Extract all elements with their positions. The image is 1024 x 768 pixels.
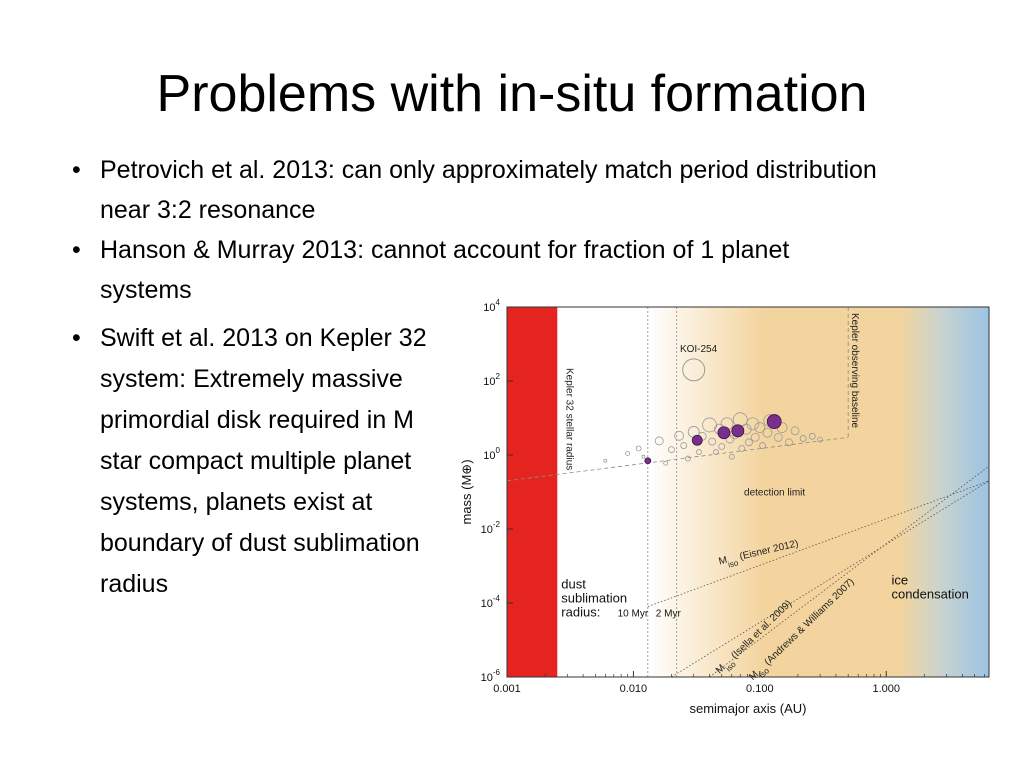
planet-point xyxy=(799,435,807,442)
miso-line-1 xyxy=(647,480,989,607)
bullet-dot: • xyxy=(72,236,81,264)
eisner-sub: iso xyxy=(727,558,740,569)
x-tick-label: 0.010 xyxy=(620,683,648,695)
kepler-32-planet-1 xyxy=(644,457,652,465)
bullet-dot: • xyxy=(72,324,81,352)
x-axis-label: semimajor axis (AU) xyxy=(689,701,806,716)
plot-frame xyxy=(506,306,990,678)
y-tick-label: 102 xyxy=(483,372,500,388)
x-tick-label: 1.000 xyxy=(872,683,900,695)
stellar-radius-label: Kepler 32 stellar radius xyxy=(563,368,574,470)
guide-lines xyxy=(507,307,989,677)
y-tick-label: 10-4 xyxy=(481,594,501,610)
x-tick-label: 0.001 xyxy=(493,683,521,695)
planet-point xyxy=(808,432,816,440)
koi-254-point xyxy=(682,358,706,382)
ice-label-line2: condensation xyxy=(891,586,968,601)
dust-label-line3: radius: xyxy=(561,604,600,619)
planet-point xyxy=(713,449,719,455)
detection-limit-label: detection limit xyxy=(744,488,805,499)
planet-point xyxy=(759,442,766,449)
stellar-radius-band xyxy=(507,307,558,677)
eisner-m: M xyxy=(718,555,729,568)
bullet-text: Hanson & Murray 2013: cannot account for… xyxy=(100,236,790,304)
y-tick-label: 100 xyxy=(483,446,500,462)
dust-label-line1: dust xyxy=(561,576,586,591)
planet-points xyxy=(603,358,824,466)
koi-254-label: KOI-254 xyxy=(680,344,718,355)
bullet-hanson-murray: • Hanson & Murray 2013: cannot account fo… xyxy=(72,230,880,310)
miso-line-3 xyxy=(709,465,989,677)
planet-point xyxy=(762,427,773,438)
two-myr-label: 2 Myr xyxy=(656,608,682,619)
planet-point xyxy=(750,432,760,442)
planet-point xyxy=(746,417,760,431)
ten-myr-label: 10 Myr xyxy=(618,608,649,619)
kepler-32-planet-2 xyxy=(691,434,703,446)
slide-title: Problems with in-situ formation xyxy=(156,65,868,123)
mass-vs-semimajor-axis-chart: 0.001 0.010 0.100 1.000 10-6 10-4 10-2 100 102 10… xyxy=(450,295,1010,725)
planet-point xyxy=(641,454,646,459)
bullet-swift: • Swift et al. 2013 on Kepler 32 system: … xyxy=(72,318,460,605)
y-axis-label: mass (M⊕) xyxy=(459,459,474,524)
kepler-32-planet-4 xyxy=(731,424,745,438)
planet-point xyxy=(754,422,766,434)
planet-point xyxy=(708,437,717,446)
planet-point xyxy=(738,445,746,452)
planet-point xyxy=(625,451,631,456)
bullet-petrovich: • Petrovich et al. 2013: can only approxi… xyxy=(72,150,880,230)
ice-label-line1: ice xyxy=(891,572,908,587)
planet-point xyxy=(773,432,783,442)
dust-label-line2: sublimation xyxy=(561,590,627,605)
planet-point xyxy=(668,446,675,453)
axis-ticks: 0.001 0.010 0.100 1.000 10-6 10-4 10-2 100 102 10… xyxy=(481,298,985,695)
kepler-32-planet-5 xyxy=(766,414,782,429)
kepler-32-planet-3 xyxy=(717,426,731,440)
planet-point xyxy=(674,430,685,441)
planet-point xyxy=(635,445,642,452)
disk-zone-background xyxy=(647,307,989,677)
planet-point xyxy=(785,438,793,447)
planet-point xyxy=(728,453,735,460)
y-tick-label: 10-2 xyxy=(481,520,501,536)
y-tick-label: 10-6 xyxy=(481,668,501,684)
planet-point xyxy=(745,438,753,447)
planet-point xyxy=(790,426,800,436)
top-bullet-list: • Petrovich et al. 2013: can only approxi… xyxy=(72,150,880,310)
bullet-text: Swift et al. 2013 on Kepler 32 system: E… xyxy=(100,324,427,598)
planet-point xyxy=(718,443,726,450)
bullet-text: Petrovich et al. 2013: can only approxim… xyxy=(100,156,877,224)
kepler-baseline-label: Kepler observing baseline xyxy=(849,313,860,429)
planet-point xyxy=(603,458,608,463)
miso-line-2 xyxy=(671,480,989,677)
planet-point xyxy=(685,455,691,462)
detection-limit-line xyxy=(507,436,849,482)
planet-point xyxy=(663,460,669,466)
planet-point xyxy=(680,442,688,449)
y-tick-label: 104 xyxy=(483,298,500,314)
bullet-dot: • xyxy=(72,156,81,184)
planet-point xyxy=(696,449,702,455)
planet-point xyxy=(654,436,664,446)
left-bullet-list: • Swift et al. 2013 on Kepler 32 system: … xyxy=(72,318,460,605)
planet-point xyxy=(817,436,824,443)
x-tick-label: 0.100 xyxy=(746,683,774,695)
chart-svg: 0.001 0.010 0.100 1.000 10-6 10-4 10-2 100 102 10… xyxy=(459,298,990,716)
